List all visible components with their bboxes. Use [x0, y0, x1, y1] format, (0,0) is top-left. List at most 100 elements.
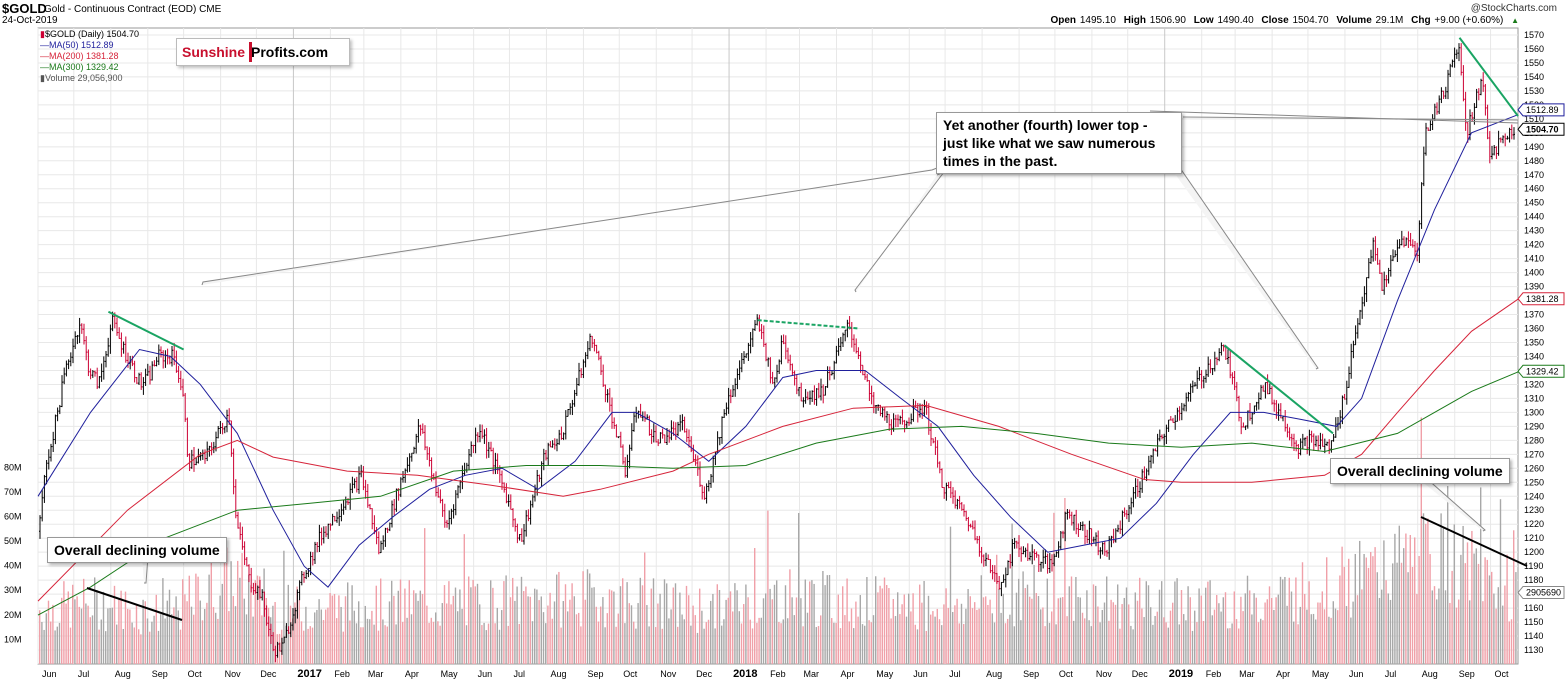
- volume-bar: [516, 586, 518, 664]
- price-tick-label: 1130: [1524, 645, 1543, 655]
- volume-bar: [351, 585, 353, 664]
- lower-top-line-3: times in the past.: [943, 153, 1058, 169]
- volume-bar: [1218, 603, 1220, 664]
- volume-tick-label: 70M: [4, 487, 22, 497]
- volume-bar: [1328, 616, 1330, 664]
- volume-bar: [1231, 623, 1233, 664]
- volume-bar: [1024, 588, 1026, 664]
- volume-bar: [527, 596, 529, 664]
- chg-label: Chg: [1411, 15, 1431, 26]
- volume-bar: [888, 588, 890, 664]
- volume-bar: [982, 597, 985, 664]
- open-value: 1495.10: [1079, 15, 1116, 26]
- volume-bar: [188, 575, 190, 664]
- volume-bar: [1356, 595, 1359, 664]
- volume-bar: [1233, 591, 1235, 664]
- volume-bar: [1134, 592, 1136, 664]
- volume-bar: [1420, 417, 1422, 664]
- volume-bar: [481, 625, 483, 664]
- month-tick-label: Nov: [225, 669, 242, 679]
- volume-bar: [1240, 596, 1242, 664]
- volume-bar: [300, 621, 303, 664]
- volume-bar: [1253, 593, 1255, 664]
- volume-bar: [171, 614, 173, 664]
- month-tick-label: Mar: [368, 669, 384, 679]
- volume-bar: [228, 611, 230, 664]
- volume-bar: [1068, 586, 1070, 664]
- volume-tick-label: 30M: [4, 585, 22, 595]
- volume-bar: [305, 606, 307, 664]
- volume-bar: [608, 589, 611, 664]
- price-tick-label: 1240: [1524, 491, 1544, 501]
- price-tick-label: 1200: [1524, 547, 1544, 557]
- volume-bar: [1073, 620, 1075, 664]
- volume-bar: [362, 627, 364, 664]
- volume-bar: [1121, 604, 1123, 664]
- volume-bar: [265, 597, 267, 664]
- volume-bar: [685, 585, 688, 664]
- volume-bar: [492, 587, 494, 664]
- volume-bar: [740, 623, 743, 664]
- volume-bar: [626, 582, 628, 664]
- volume-bar: [710, 600, 712, 664]
- volume-bar: [1123, 597, 1125, 664]
- volume-bar: [1495, 608, 1497, 664]
- volume-bar: [1359, 540, 1361, 664]
- volume-bar: [155, 594, 157, 664]
- volume-bar: [1387, 593, 1389, 664]
- volume-bar: [318, 599, 320, 664]
- volume-bar: [1370, 551, 1372, 664]
- volume-bar: [956, 598, 958, 664]
- volume-bar: [738, 611, 740, 664]
- volume-bar: [826, 575, 828, 664]
- volume-bar: [1462, 525, 1464, 664]
- lower-top-ref-line: [1182, 116, 1519, 121]
- month-tick-label: Jul: [949, 669, 961, 679]
- volume-bar: [756, 622, 758, 664]
- volume-bar: [688, 595, 690, 664]
- volume-bar: [311, 627, 314, 664]
- volume-bar: [679, 592, 681, 664]
- ohlc-summary: Open 1495.10 High 1506.90 Low 1490.40 Cl…: [1050, 15, 1519, 26]
- legend-price: ▮$GOLD (Daily) 1504.70: [40, 29, 139, 39]
- volume-bar: [1471, 530, 1473, 664]
- volume-bar: [967, 589, 969, 664]
- volume-bar: [952, 611, 954, 664]
- volume-bar: [617, 613, 619, 664]
- volume-bar: [1315, 619, 1317, 664]
- volume-bar: [1189, 597, 1191, 664]
- volume-tick-label: 40M: [4, 561, 22, 571]
- volume-bar: [784, 585, 787, 664]
- volume-bar: [74, 599, 76, 664]
- volume-bar: [1224, 592, 1227, 664]
- volume-bar: [1469, 600, 1471, 664]
- month-tick-label: Aug: [1422, 669, 1438, 679]
- volume-bar: [85, 603, 87, 664]
- volume-bar: [1299, 606, 1301, 664]
- volume-bar: [1297, 624, 1299, 664]
- volume-bar: [1108, 620, 1110, 664]
- price-tick-label: 1430: [1524, 226, 1544, 236]
- volume-bar: [107, 608, 109, 664]
- volume-bar: [905, 616, 908, 664]
- volume-bar: [509, 597, 512, 664]
- volume-bar: [780, 623, 782, 664]
- volume-bar: [314, 612, 316, 664]
- price-label-box: [1517, 122, 1565, 136]
- volume-bar: [534, 588, 536, 664]
- volume-bar: [358, 601, 360, 664]
- volume-bar: [1381, 589, 1383, 664]
- open-label: Open: [1050, 15, 1077, 26]
- volume-bar: [1090, 626, 1092, 664]
- volume-bar: [921, 602, 923, 664]
- volume-bar: [1306, 609, 1308, 664]
- volume-bar: [164, 618, 166, 664]
- price-tick-label: 1310: [1524, 393, 1544, 403]
- price-tick-label: 1220: [1524, 519, 1544, 529]
- price-tick-label: 1150: [1524, 617, 1543, 627]
- volume-bar: [580, 626, 582, 664]
- volume-bar: [309, 626, 311, 664]
- volume-bar: [1506, 554, 1508, 664]
- volume-bar: [1442, 528, 1444, 664]
- volume-bar: [426, 605, 428, 664]
